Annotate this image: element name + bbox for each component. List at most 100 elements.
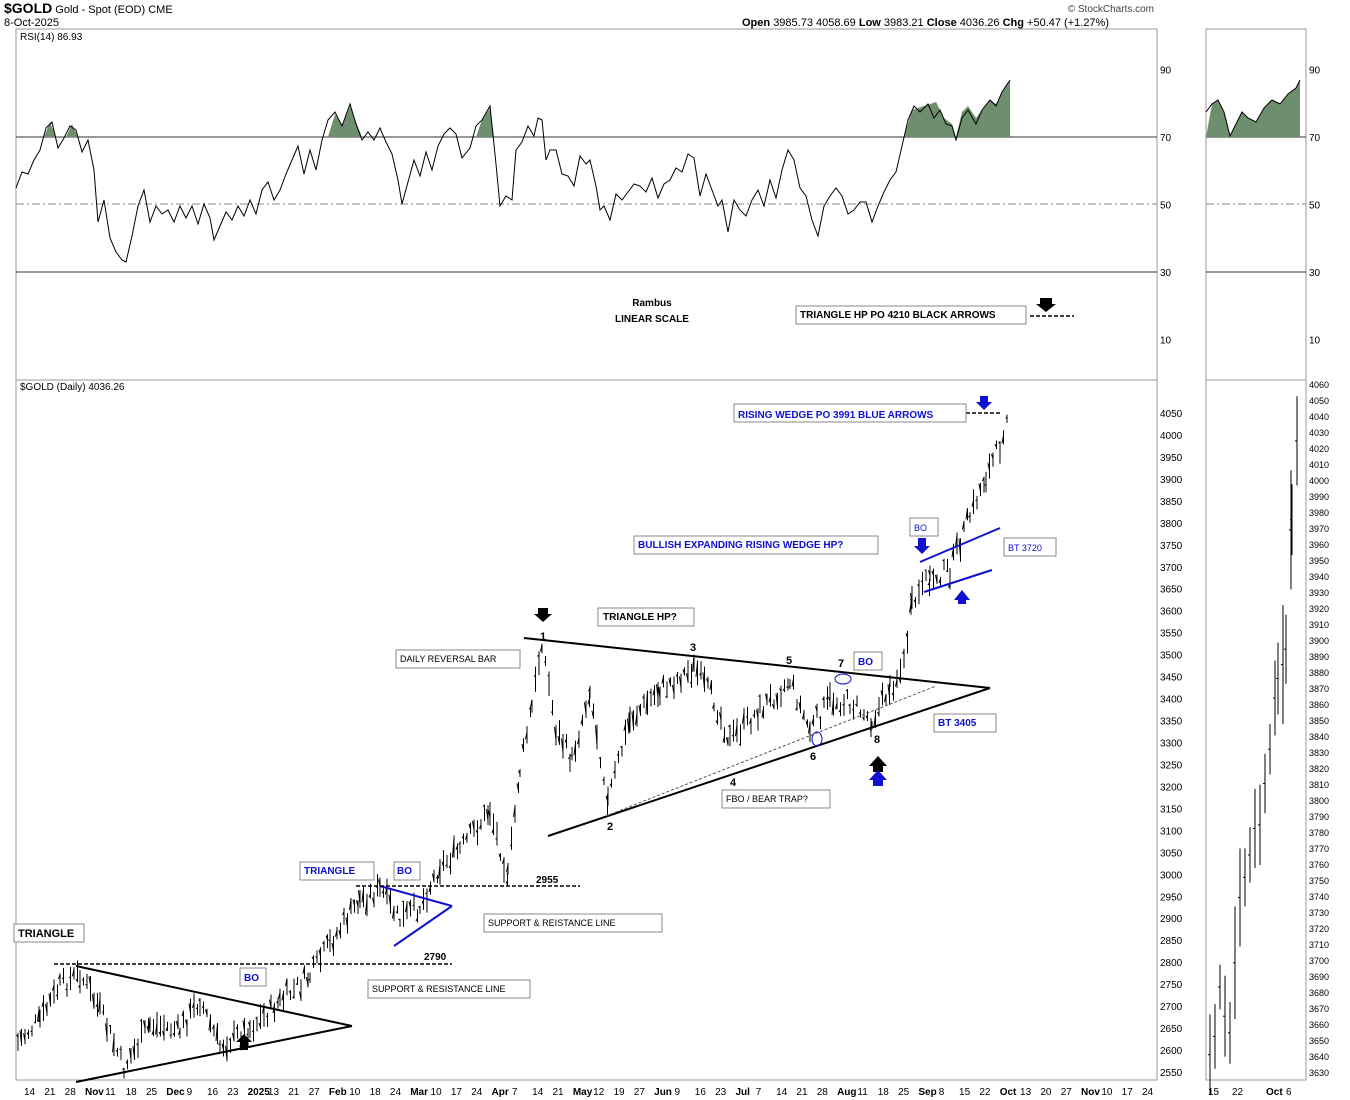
- x-tick-label: 13: [1020, 1087, 1032, 1098]
- price-bar-tick: [616, 753, 619, 756]
- x-tick-label: 18: [370, 1087, 382, 1098]
- price-bar-tick: [58, 974, 61, 980]
- price-bar-tick: [735, 724, 738, 737]
- price-bar-tick: [19, 1030, 22, 1045]
- x-tick-label: 14: [24, 1087, 36, 1098]
- x-tick-label: 22: [979, 1087, 991, 1098]
- callout-triangle-mid-text: TRIANGLE: [304, 866, 355, 877]
- price-tick-label: 2600: [1160, 1046, 1183, 1057]
- x-tick-label: Feb: [329, 1087, 347, 1098]
- inset-price-tick-label: 3850: [1309, 716, 1329, 726]
- inset-price-tick-label: 3820: [1309, 764, 1329, 774]
- x-tick-label: 27: [634, 1087, 646, 1098]
- fbo-circle-marker: [811, 731, 823, 747]
- black-up-arrow-icon: [869, 756, 887, 772]
- price-bar-tick: [917, 584, 920, 587]
- price-bar-tick: [702, 672, 705, 690]
- price-bar-tick: [143, 1020, 146, 1029]
- price-bar-tick: [895, 679, 898, 687]
- low-label: Low: [858, 17, 881, 29]
- price-tick-label: 3450: [1160, 673, 1183, 684]
- rsi-line: [15, 79, 1011, 263]
- x-tick-label: 14: [776, 1087, 788, 1098]
- price-bar-tick: [978, 483, 981, 492]
- rsi-tick-label: 90: [1309, 66, 1321, 77]
- price-bar-tick: [342, 911, 345, 916]
- price-bar-tick: [255, 1017, 258, 1020]
- price-bar-tick: [573, 743, 576, 756]
- price-bar-tick: [235, 1026, 238, 1030]
- price-bar-tick: [408, 901, 411, 909]
- price-bar-tick: [606, 795, 609, 798]
- callout-bullish-wedge-text: BULLISH EXPANDING RISING WEDGE HP?: [638, 540, 843, 551]
- price-bar-tick: [935, 574, 938, 583]
- price-bar-tick: [352, 899, 355, 906]
- price-tick-label: 2950: [1160, 892, 1183, 903]
- blue-triangle-lower: [393, 905, 453, 947]
- price-bar-tick: [848, 704, 851, 707]
- price-panel-frame: [15, 379, 1158, 1081]
- price-bar-tick: [45, 1004, 48, 1013]
- price-tick-label: 3600: [1160, 607, 1183, 618]
- x-tick-label: 11: [857, 1087, 868, 1098]
- price-bar-tick: [550, 711, 553, 713]
- price-bar-tick: [155, 1022, 158, 1035]
- price-bar-tick: [448, 865, 451, 868]
- price-bar-tick: [638, 705, 641, 715]
- price-bar-tick: [645, 690, 648, 715]
- price-bar-tick: [381, 890, 384, 894]
- inset-price-tick-label: 3650: [1309, 1036, 1329, 1046]
- price-bar-tick: [78, 984, 81, 988]
- blue-down-arrow-icon: [914, 538, 930, 554]
- inset-x-axis: 15 22 Oct 6: [1208, 1087, 1292, 1098]
- x-tick-label: 24: [471, 1087, 483, 1098]
- rsi-tick-label: 10: [1160, 336, 1172, 347]
- price-bar-tick: [540, 644, 543, 652]
- price-bar-tick: [295, 983, 298, 986]
- price-bar-tick: [228, 1038, 231, 1041]
- price-bar-tick: [962, 521, 965, 530]
- rsi-tick-label: 50: [1309, 201, 1321, 212]
- price-bar-tick: [281, 992, 284, 1001]
- x-tick-label: 27: [1061, 1087, 1073, 1098]
- price-bar-tick: [23, 1033, 26, 1042]
- x-tick-label: Aug: [837, 1087, 856, 1098]
- callout-bo2-text: BO: [397, 866, 412, 877]
- price-bar-tick: [775, 693, 778, 708]
- price-bar-tick: [808, 722, 811, 734]
- price-tick-label: 3000: [1160, 870, 1183, 881]
- price-bar-tick: [779, 688, 782, 692]
- price-bar-tick: [658, 687, 661, 699]
- callout-triangle-left: TRIANGLE: [13, 923, 85, 943]
- price-bar-tick: [26, 1031, 29, 1035]
- price-bar-tick: [530, 699, 533, 708]
- big-triangle-lower: [547, 687, 991, 837]
- price-bar-tick: [811, 718, 814, 725]
- price-bar-tick: [486, 809, 489, 821]
- callout-bo2: BO: [393, 861, 421, 881]
- price-bar-tick: [564, 738, 567, 743]
- inset-price-tick-label: 4040: [1309, 412, 1329, 422]
- inset-price-tick-label: 4050: [1309, 396, 1329, 406]
- price-bar-tick: [656, 684, 659, 698]
- price-bar-tick: [738, 743, 741, 746]
- inset-price-tick-label: 3830: [1309, 748, 1329, 758]
- x-tick-label: 21: [553, 1087, 565, 1098]
- inset-price-tick-label: 3920: [1309, 604, 1329, 614]
- price-bar-tick: [225, 1045, 228, 1060]
- x-tick-label: 15: [959, 1087, 971, 1098]
- price-bar-tick: [588, 687, 591, 692]
- price-bar-tick: [158, 1031, 161, 1035]
- x-tick-label: 18: [126, 1087, 138, 1098]
- inset-price-tick-label: 3680: [1309, 988, 1329, 998]
- price-bar-tick: [115, 1049, 118, 1053]
- price-bar-tick: [598, 756, 601, 759]
- price-tick-label: 3050: [1160, 848, 1183, 859]
- price-bar-tick: [479, 824, 482, 829]
- price-tick-label: 2550: [1160, 1068, 1183, 1079]
- price-bar-tick: [195, 1007, 198, 1010]
- price-tick-label: 4050: [1160, 409, 1183, 420]
- price-bar-tick: [38, 1014, 41, 1022]
- price-tick-label: 3650: [1160, 585, 1183, 596]
- point-4: 4: [730, 777, 737, 789]
